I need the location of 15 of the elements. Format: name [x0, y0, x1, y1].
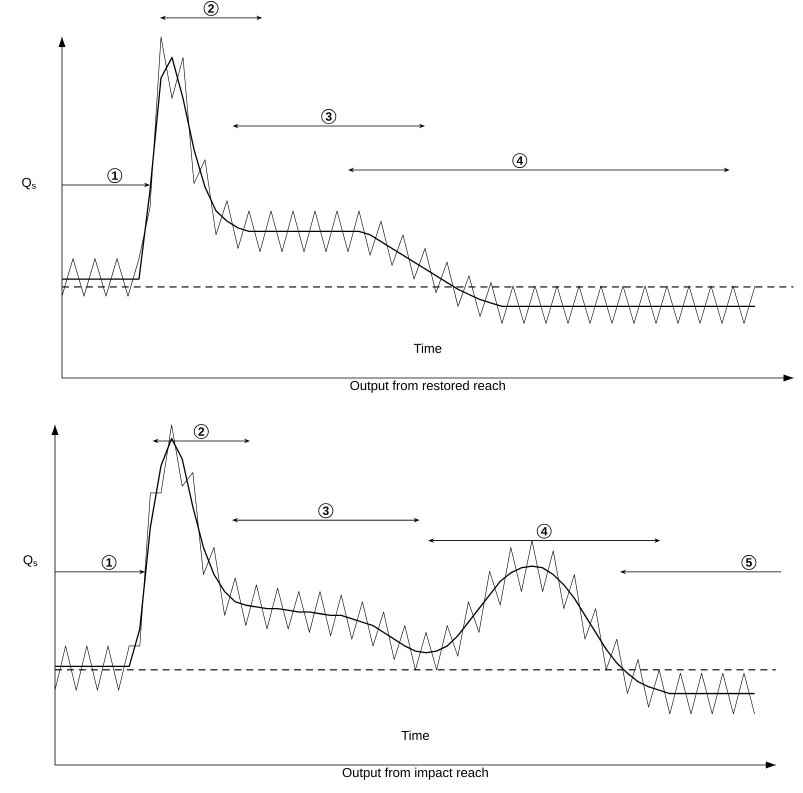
annotation: 4 — [516, 156, 524, 165]
annotation: 4 — [541, 527, 548, 536]
annotation: 2 — [198, 427, 204, 436]
text: Output from impact reach — [342, 768, 488, 780]
y-axis-title: Q$_{s}$ — [24, 555, 38, 567]
annotation: 1 — [112, 171, 118, 180]
annotation: 5 — [746, 558, 752, 567]
text: Output from restored reach — [350, 380, 505, 393]
annotation: 3 — [326, 112, 332, 121]
annotation: 3 — [322, 506, 329, 515]
x-axis-title: Time — [414, 343, 442, 353]
y-axis-title: Q$_{s}$ — [22, 178, 36, 190]
x-axis-title: Time — [402, 730, 430, 740]
annotation: 1 — [106, 558, 112, 567]
text: 2 — [208, 4, 214, 13]
